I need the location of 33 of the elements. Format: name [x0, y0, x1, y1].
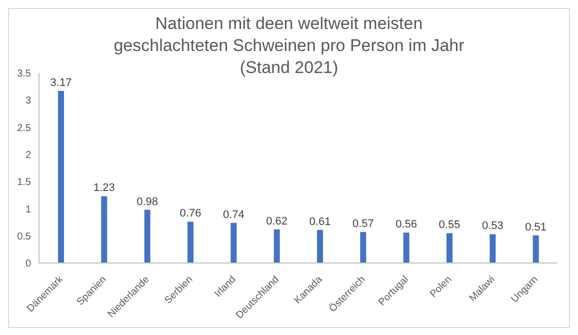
y-tick-label: 3.5 [17, 68, 32, 80]
bar [58, 90, 64, 263]
bar [532, 235, 539, 263]
y-tick-label: 0 [25, 258, 32, 270]
y-tick-label: 3 [25, 96, 32, 107]
data-label: 3.17 [50, 76, 72, 89]
bar [360, 232, 366, 263]
bar [101, 196, 108, 263]
data-label: 1.23 [93, 182, 115, 194]
bar [144, 210, 150, 263]
data-label: 0.76 [180, 208, 202, 220]
data-label: 0.74 [222, 208, 244, 221]
data-label: 0.62 [266, 215, 288, 228]
y-tick-label: 2 [25, 150, 32, 161]
bar [490, 234, 496, 263]
bar [317, 230, 323, 263]
data-label: 0.98 [136, 196, 158, 208]
bar [403, 232, 410, 263]
data-label: 0.57 [352, 218, 374, 230]
bar [230, 222, 237, 263]
y-tick-label: 0.5 [17, 231, 32, 242]
bar [274, 229, 280, 263]
data-label: 0.55 [438, 219, 460, 232]
data-label: 0.53 [482, 220, 504, 232]
bar [446, 233, 452, 263]
bar [188, 222, 194, 263]
chart-title: Nationen mit deen weltweit meisten geschlachteten Schweinen pro Person im Jahr (Stand 2021) [112, 13, 466, 77]
data-label: 0.56 [396, 218, 418, 231]
y-tick-label: 2.5 [17, 122, 32, 134]
y-tick-label: 1.5 [17, 177, 32, 188]
y-tick-label: 1 [25, 204, 32, 216]
data-label: 0.51 [525, 221, 547, 234]
data-label: 0.61 [309, 216, 331, 228]
